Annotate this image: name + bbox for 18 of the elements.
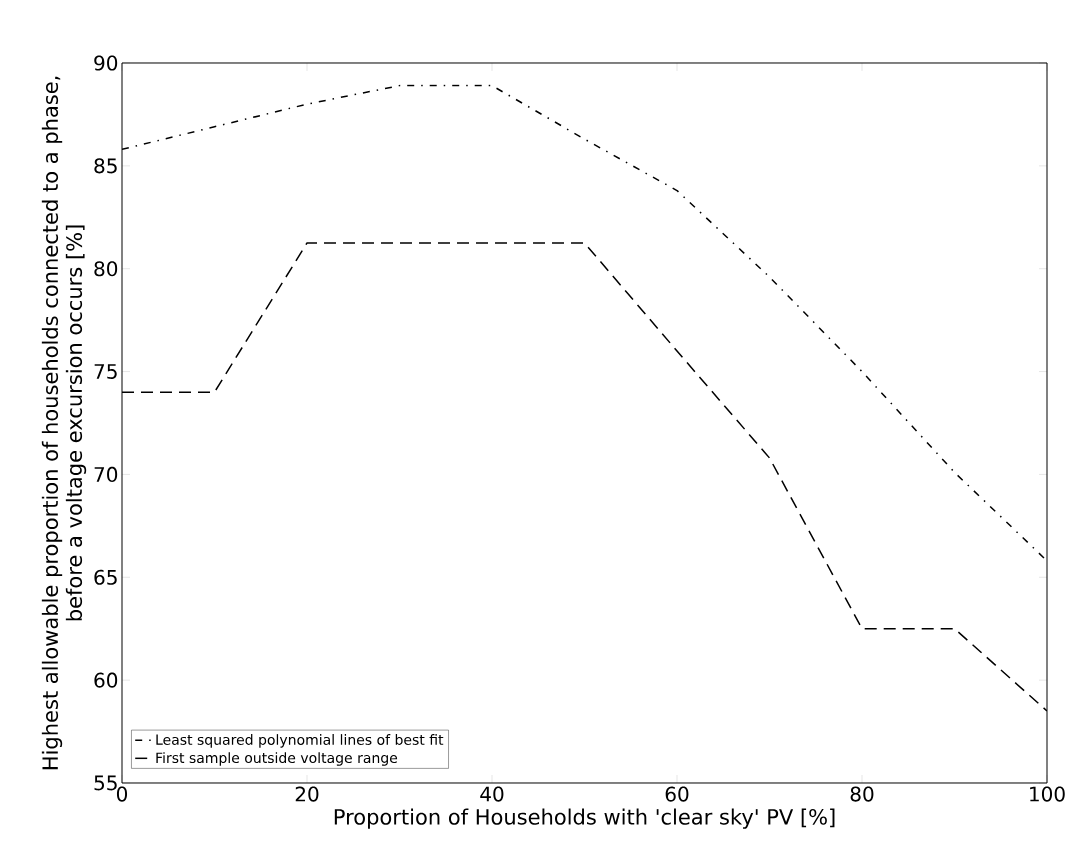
y-tick-label: 75 <box>94 364 117 379</box>
y-axis-title: Highest allowable proportion of households connected to a phase, before a voltage excursion occurs [%] <box>41 76 87 770</box>
x-tick-label: 60 <box>665 786 689 802</box>
legend-label: Least squared polynomial lines of best fit <box>156 734 444 748</box>
x-axis-title: Proportion of Households with 'clear sky' PV [%] <box>334 808 835 829</box>
y-tick-label: 55 <box>94 775 117 791</box>
y-tick-label: 80 <box>94 261 118 277</box>
y-tick-label: 65 <box>94 569 117 585</box>
y-tick-label: 90 <box>94 55 118 71</box>
x-tick-label: 40 <box>480 786 504 802</box>
y-tick-label: 70 <box>94 466 118 482</box>
legend-label: First sample outside voltage range <box>156 752 398 766</box>
y-tick-label: 85 <box>94 158 117 174</box>
x-tick-label: 100 <box>1030 786 1065 802</box>
x-tick-label: 80 <box>850 786 874 802</box>
y-tick-label: 60 <box>94 672 118 688</box>
x-tick-label: 0 <box>116 786 128 802</box>
x-tick-label: 20 <box>295 786 319 802</box>
